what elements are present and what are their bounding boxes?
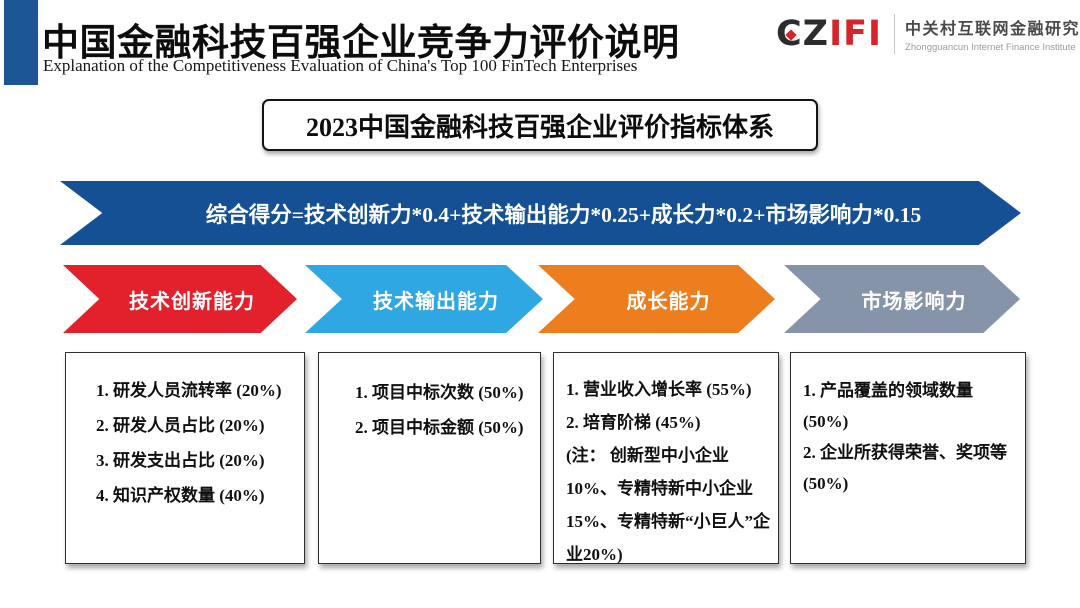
dimension-arrow-tech-innovation: 技术创新能力 <box>63 265 297 333</box>
indicator-item: 1. 研发人员流转率 (20%) <box>96 381 282 400</box>
indicator-list: 1. 项目中标次数 (50%) 2. 项目中标金额 (50%) <box>319 353 540 445</box>
indicator-item: 4. 知识产权数量 (40%) <box>96 486 265 505</box>
dimension-label: 技术创新能力 <box>129 290 255 313</box>
logo-letters-cz: CZ <box>776 14 830 54</box>
indicator-box-growth: 1. 营业收入增长率 (55%) 2. 培育阶梯 (45%) (注： 创新型中小… <box>553 352 779 564</box>
indicator-list: 1. 研发人员流转率 (20%) 2. 研发人员占比 (20%) 3. 研发支出… <box>66 353 304 513</box>
indicator-box-market-influence: 1. 产品覆盖的领域数量 (50%) 2. 企业所获得荣誉、奖项等 (50%) <box>790 352 1026 564</box>
dimension-arrow-market-influence: 市场影响力 <box>784 265 1020 333</box>
indicator-item: 3. 研发支出占比 (20%) <box>96 451 265 470</box>
dimension-label: 技术输出能力 <box>373 290 499 313</box>
logo-letters-ifi: IFI <box>829 14 883 54</box>
institute-name-cn: 中关村互联网金融研究院 <box>905 21 1080 38</box>
dimension-label: 市场影响力 <box>861 290 967 313</box>
title-accent-bar <box>4 0 38 85</box>
dimension-arrow-growth: 成长能力 <box>538 265 775 333</box>
institute-logo: CZIFI 中关村互联网金融研究院 Zhongguancun Internet … <box>776 14 1080 54</box>
indicator-item: 1. 产品覆盖的领域数量 (50%) <box>803 381 973 431</box>
index-system-title-box: 2023中国金融科技百强企业评价指标体系 <box>262 99 818 151</box>
indicator-item: 2. 研发人员占比 (20%) <box>96 416 265 435</box>
indicator-item: 1. 营业收入增长率 (55%) <box>566 380 752 399</box>
index-system-title: 2023中国金融科技百强企业评价指标体系 <box>305 112 774 142</box>
logo-names: 中关村互联网金融研究院 Zhongguancun Internet Financ… <box>905 15 1080 53</box>
indicator-box-tech-innovation: 1. 研发人员流转率 (20%) 2. 研发人员占比 (20%) 3. 研发支出… <box>65 352 305 564</box>
dimension-label: 成长能力 <box>626 290 711 313</box>
page-subtitle: Explanation of the Competitiveness Evalu… <box>43 56 638 75</box>
dimension-arrow-tech-output: 技术输出能力 <box>305 265 543 333</box>
indicator-item-note: (注： 创新型中小企业10%、专精特新中小企业15%、专精特新“小巨人”企业20… <box>566 446 770 564</box>
indicator-item: 2. 项目中标金额 (50%) <box>355 418 524 437</box>
indicator-list: 1. 产品覆盖的领域数量 (50%) 2. 企业所获得荣誉、奖项等 (50%) <box>791 353 1025 499</box>
indicator-box-tech-output: 1. 项目中标次数 (50%) 2. 项目中标金额 (50%) <box>318 352 541 564</box>
institute-name-en: Zhongguancun Internet Finance Institute <box>905 42 1076 53</box>
indicator-item: 2. 培育阶梯 (45%) <box>566 413 701 432</box>
indicator-list: 1. 营业收入增长率 (55%) 2. 培育阶梯 (45%) (注： 创新型中小… <box>554 353 778 571</box>
logo-divider <box>894 14 896 54</box>
indicator-item: 1. 项目中标次数 (50%) <box>355 383 524 402</box>
formula-banner-arrow: 综合得分=技术创新力*0.4+技术输出能力*0.25+成长力*0.2+市场影响力… <box>60 181 1021 245</box>
indicator-item: 2. 企业所获得荣誉、奖项等 (50%) <box>803 443 1007 493</box>
logo-wordmark: CZIFI <box>776 14 882 54</box>
page-title: 中国金融科技百强企业竞争力评价说明 <box>42 22 680 63</box>
formula-text: 综合得分=技术创新力*0.4+技术输出能力*0.25+成长力*0.2+市场影响力… <box>205 202 922 227</box>
